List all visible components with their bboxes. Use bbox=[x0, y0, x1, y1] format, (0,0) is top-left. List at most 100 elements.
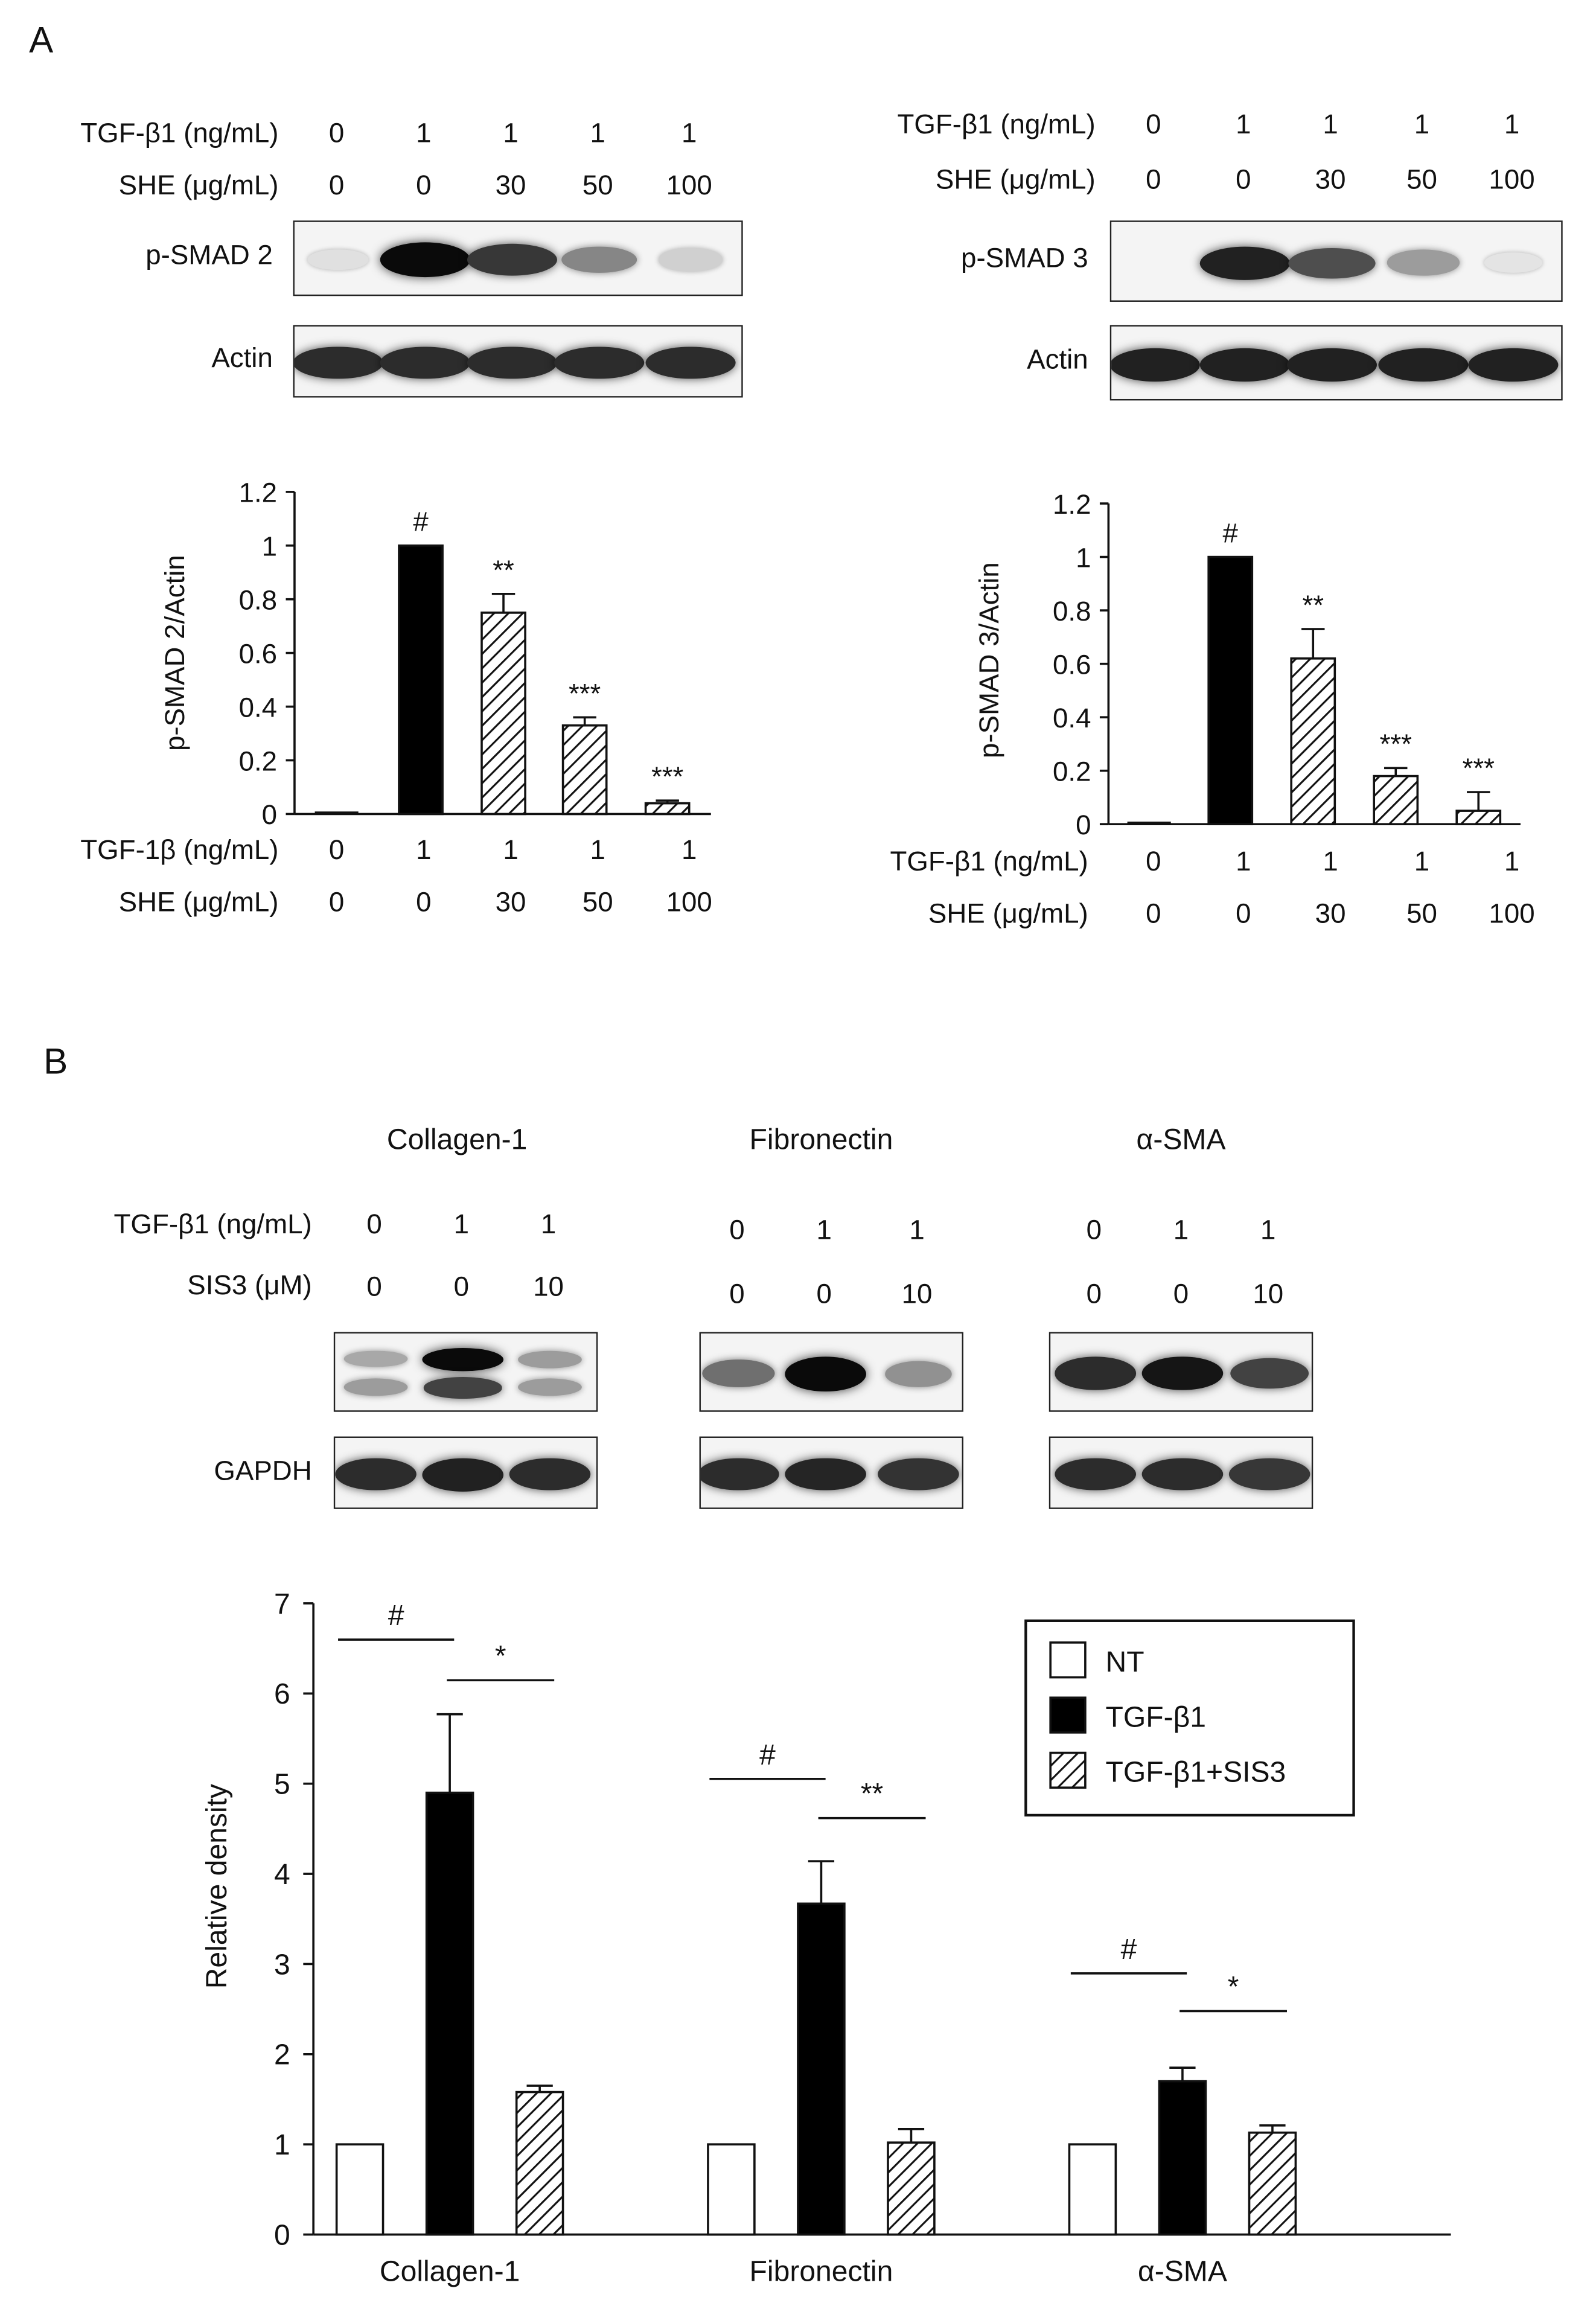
chart-relative-density-y-tick-label: 1 bbox=[274, 2129, 290, 2161]
a-left-condition-value: 1 bbox=[503, 119, 519, 150]
chart-relative-density-y-tick-label: 5 bbox=[274, 1768, 290, 1801]
a-left-condition-value: 50 bbox=[582, 171, 613, 202]
chart-psmad2-y-tick-label: 0.8 bbox=[239, 585, 277, 616]
chart-psmad3-significance-label: ** bbox=[1302, 590, 1324, 621]
b-sis3-value: 0 bbox=[453, 1272, 470, 1303]
a-right-condition-value: 50 bbox=[1406, 165, 1437, 196]
chart-relative-density-comparison-label: * bbox=[1228, 1970, 1239, 2003]
a-right-condition-value: 0 bbox=[1146, 165, 1161, 196]
a-left-actin-band bbox=[554, 346, 645, 379]
chart-relative-density-bar bbox=[335, 2143, 385, 2236]
a-right-bottom-condition-value: 0 bbox=[1146, 899, 1161, 930]
a-right-bottom-condition-value: 0 bbox=[1146, 847, 1161, 878]
chart-psmad3-y-tick-label: 1.2 bbox=[1053, 489, 1091, 520]
a-left-bottom-condition-value: 1 bbox=[503, 835, 519, 866]
b-target-0-band bbox=[344, 1350, 407, 1368]
a-left-condition-value: 0 bbox=[416, 171, 432, 202]
b-tgf-value: 1 bbox=[1173, 1216, 1189, 1247]
a-left-psmad2-band bbox=[380, 242, 470, 278]
chart-relative-density-comparison-label: # bbox=[1121, 1933, 1137, 1966]
b-target-0-band bbox=[517, 1379, 583, 1397]
chart-relative-density-legend-swatch bbox=[1049, 1751, 1087, 1789]
a-right-actin-blot bbox=[1109, 325, 1563, 401]
chart-relative-density-legend-label: TGF-β1 bbox=[1106, 1701, 1206, 1733]
a-left-condition-value: 1 bbox=[590, 119, 605, 150]
b-target-1-blot bbox=[699, 1332, 963, 1412]
chart-relative-density-y-axis-label: Relative density bbox=[200, 1784, 233, 1989]
a-right-actin-band bbox=[1111, 347, 1200, 381]
b-sis3-value: 0 bbox=[366, 1272, 382, 1303]
chart-psmad3-bar bbox=[1373, 775, 1419, 826]
a-right-psmad3-blot-label: p-SMAD 3 bbox=[961, 243, 1088, 275]
chart-relative-density-y-tick-label: 0 bbox=[274, 2219, 290, 2251]
a-left-actin-band bbox=[294, 346, 383, 379]
b-tgf-value: 0 bbox=[729, 1216, 745, 1247]
chart-relative-density-bar bbox=[887, 2141, 936, 2236]
a-right-psmad3-blot bbox=[1109, 220, 1563, 302]
b-sis3-value: 0 bbox=[1173, 1279, 1189, 1311]
b-target-1-band bbox=[885, 1360, 952, 1387]
chart-psmad3-y-tick-label: 0.6 bbox=[1053, 649, 1091, 680]
b-tgf-value: 0 bbox=[1086, 1216, 1102, 1247]
a-right-bottom-condition-value: 1 bbox=[1236, 847, 1251, 878]
chart-relative-density-y-tick-label: 7 bbox=[274, 1588, 290, 1620]
b-gapdh-2-blot bbox=[1049, 1436, 1314, 1509]
b-tgf-value: 1 bbox=[540, 1210, 557, 1241]
b-target-0-band bbox=[422, 1347, 504, 1371]
b-gapdh-2-band bbox=[1228, 1458, 1310, 1490]
chart-psmad2-y-tick-label: 0.4 bbox=[239, 692, 277, 723]
a-right-bottom-condition-value: 100 bbox=[1489, 899, 1535, 930]
chart-psmad3-bar bbox=[1207, 555, 1254, 826]
b-tgf-value: 1 bbox=[1260, 1216, 1276, 1247]
chart-psmad2-y-tick-label: 0 bbox=[262, 799, 277, 830]
b-gapdh-1-band bbox=[878, 1458, 959, 1490]
chart-relative-density-bar bbox=[1248, 2131, 1297, 2236]
a-right-bottom-row-label: SHE (μg/mL) bbox=[928, 899, 1088, 930]
chart-psmad3-y-tick-label: 0.4 bbox=[1053, 703, 1091, 733]
a-left-condition-value: 1 bbox=[681, 119, 697, 150]
chart-relative-density-legend-label: NT bbox=[1106, 1646, 1144, 1678]
a-right-psmad3-band bbox=[1289, 247, 1375, 278]
b-sis3-value: 10 bbox=[533, 1272, 564, 1303]
b-sis3-value: 10 bbox=[901, 1279, 933, 1311]
a-right-condition-value: 30 bbox=[1315, 165, 1346, 196]
b-tgf-value: 0 bbox=[366, 1210, 382, 1241]
b-tgf-value: 1 bbox=[453, 1210, 470, 1241]
b-target-2-band bbox=[1230, 1358, 1309, 1389]
chart-relative-density-bar bbox=[1158, 2080, 1207, 2236]
chart-relative-density-bar bbox=[797, 1902, 846, 2236]
a-right-condition-value: 0 bbox=[1236, 165, 1251, 196]
chart-psmad2-bar bbox=[644, 802, 691, 816]
chart-psmad3-y-tick-label: 1 bbox=[1076, 542, 1091, 573]
a-left-condition-value: 0 bbox=[328, 119, 345, 150]
a-right-condition-value: 100 bbox=[1489, 165, 1535, 196]
b-tgf-value: 1 bbox=[909, 1216, 925, 1247]
b-target-0-band bbox=[517, 1350, 583, 1368]
b-target-0-blot bbox=[333, 1332, 598, 1412]
a-right-bottom-row-label: TGF-β1 (ng/mL) bbox=[890, 847, 1088, 878]
a-left-bottom-condition-value: 30 bbox=[495, 888, 526, 919]
a-left-psmad2-band bbox=[308, 249, 368, 270]
chart-relative-density-comparison-label: # bbox=[759, 1739, 776, 1771]
a-left-actin-band bbox=[645, 346, 736, 379]
b-target-1-band bbox=[785, 1356, 866, 1391]
a-left-bottom-row-label: TGF-1β (ng/mL) bbox=[80, 835, 279, 866]
a-right-actin-band bbox=[1199, 347, 1290, 381]
a-left-actin-band bbox=[380, 346, 470, 379]
chart-relative-density-bar bbox=[707, 2143, 756, 2236]
chart-psmad2-y-tick-label: 1.2 bbox=[239, 478, 277, 508]
a-right-psmad3-band bbox=[1484, 252, 1543, 273]
b-target-0-band bbox=[423, 1377, 503, 1399]
b-row-label: SIS3 (μM) bbox=[187, 1271, 312, 1302]
b-tgf-value: 1 bbox=[816, 1216, 832, 1247]
a-left-bottom-condition-value: 0 bbox=[328, 835, 345, 866]
a-left-psmad2-band bbox=[561, 246, 637, 273]
chart-psmad2-significance-label: # bbox=[413, 506, 429, 537]
b-gapdh-1-blot bbox=[699, 1436, 963, 1509]
chart-relative-density-bar bbox=[425, 1791, 474, 2236]
a-left-bottom-condition-value: 0 bbox=[328, 888, 345, 919]
b-group-title: Collagen-1 bbox=[386, 1124, 528, 1157]
b-gapdh-0-blot bbox=[333, 1436, 598, 1509]
b-sis3-value: 10 bbox=[1253, 1279, 1284, 1311]
